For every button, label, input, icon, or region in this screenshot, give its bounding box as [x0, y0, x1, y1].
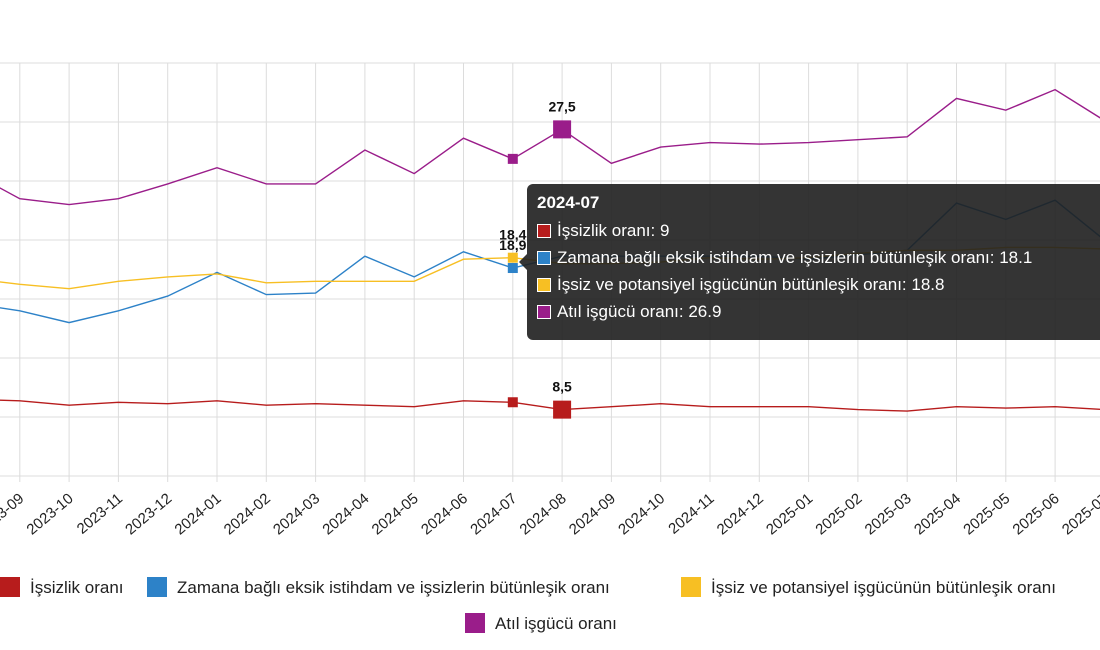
x-tick-label: 2024-12 — [714, 490, 767, 538]
series-point-hover — [507, 397, 518, 408]
tooltip-row: Zamana bağlı eksik istihdam ve işsizleri… — [537, 244, 1100, 271]
series-point-hover — [507, 252, 518, 263]
x-tick-label: 2025-02 — [812, 490, 865, 538]
series-line — [0, 88, 1100, 206]
data-label: 18,9 — [499, 237, 526, 253]
tooltip-swatch — [537, 304, 551, 319]
series-line — [0, 399, 1100, 412]
series-markers — [507, 120, 572, 419]
x-tick-label: 2023-10 — [24, 490, 77, 538]
series-point-highlight — [553, 120, 572, 139]
tooltip-row-label: İşsizlik oranı: 9 — [557, 220, 670, 240]
x-tick-label: 2024-05 — [369, 490, 422, 538]
x-tick-label: 2024-09 — [566, 490, 619, 538]
tooltip-row: İşsiz ve potansiyel işgücünün bütünleşik… — [537, 271, 1100, 298]
tooltip-swatch — [537, 250, 551, 265]
x-tick-label: 2024-11 — [665, 490, 717, 538]
x-tick-label: 2024-03 — [270, 490, 323, 538]
x-tick-label: 2023-09 — [0, 490, 27, 538]
x-tick-label: 2025-04 — [911, 490, 964, 538]
legend: İşsizlik oranı Zamana bağlı eksik istihda… — [0, 577, 1056, 633]
x-tick-label: 2025-06 — [1010, 490, 1063, 538]
tooltip-row-label: Atıl işgücü oranı: 26.9 — [557, 301, 722, 321]
series-point-highlight — [553, 400, 572, 419]
tooltip-title: 2024-07 — [537, 193, 600, 212]
series-point-hover — [507, 153, 518, 164]
x-tick-label: 2024-04 — [319, 490, 372, 538]
tooltip-row-label: İşsiz ve potansiyel işgücünün bütünleşik… — [557, 274, 945, 294]
tooltip-swatch — [537, 223, 551, 238]
x-tick-label: 2024-07 — [467, 490, 520, 538]
legend-swatch — [681, 577, 701, 597]
legend-swatch — [147, 577, 167, 597]
tooltip-row: Atıl işgücü oranı: 26.9 — [537, 298, 1100, 325]
x-tick-label: 2025-01 — [763, 490, 816, 538]
data-label: 8,5 — [552, 379, 572, 395]
x-tick-label: 2025-03 — [862, 490, 915, 538]
data-label: 18,4 — [499, 227, 526, 243]
x-tick-label: 2023-12 — [122, 490, 175, 538]
x-tick-label: 2023-11 — [74, 490, 126, 538]
tooltip-swatch — [537, 277, 551, 292]
x-tick-label: 2024-02 — [221, 490, 274, 538]
tooltip-arrow — [519, 254, 527, 270]
legend-swatch — [0, 577, 20, 597]
x-tick-label: 2025-07 — [1059, 490, 1100, 538]
x-tick-label: 2024-08 — [517, 490, 570, 538]
legend-label: İşsizlik oranı — [30, 578, 124, 597]
series-point-hover — [507, 263, 518, 274]
tooltip-row-label: Zamana bağlı eksik istihdam ve işsizleri… — [557, 247, 1033, 267]
x-tick-label: 2025-05 — [960, 490, 1013, 538]
legend-label: Zamana bağlı eksik istihdam ve işsizleri… — [177, 578, 610, 597]
legend-label: İşsiz ve potansiyel işgücünün bütünleşik… — [711, 578, 1056, 597]
x-tick-label: 2024-01 — [171, 490, 224, 538]
tooltip-row: İşsizlik oranı: 9 — [537, 217, 1100, 244]
x-axis-ticks: 2023-082023-092023-102023-112023-122024-… — [0, 490, 1100, 538]
data-labels: 27,518,918,48,522 — [499, 98, 576, 395]
legend-swatch — [465, 613, 485, 633]
legend-label: Atıl işgücü oranı — [495, 614, 617, 633]
x-tick-label: 2024-10 — [615, 490, 668, 538]
x-tick-label: 2024-06 — [418, 490, 471, 538]
data-label: 27,5 — [548, 98, 575, 114]
hover-tooltip: 2024-07 İşsizlik oranı: 9 Zamana bağlı e… — [519, 184, 1100, 340]
